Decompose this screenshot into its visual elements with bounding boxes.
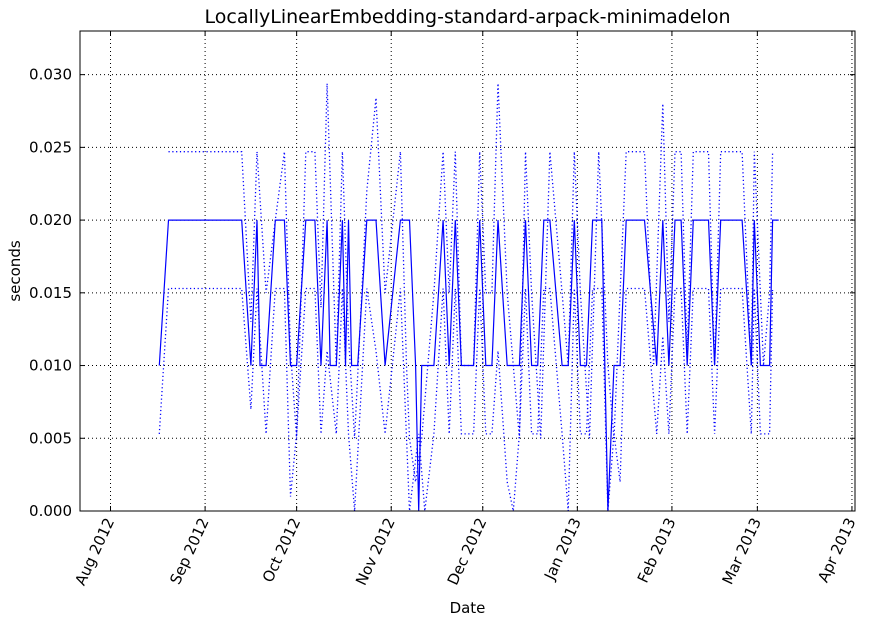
x-tick-label: Apr 2013 xyxy=(814,515,859,585)
x-tick-label: Dec 2012 xyxy=(444,515,491,588)
y-tick-label: 0.030 xyxy=(29,66,72,84)
x-tick-label: Feb 2013 xyxy=(634,515,680,586)
series-line-upper xyxy=(169,83,773,482)
chart-title: LocallyLinearEmbedding-standard-arpack-m… xyxy=(205,6,731,28)
y-tick-label: 0.010 xyxy=(29,357,72,375)
x-tick-label: Aug 2012 xyxy=(71,515,118,588)
y-tick-label: 0.025 xyxy=(29,138,72,156)
plot-frame xyxy=(80,31,855,511)
grid-lines xyxy=(80,31,855,511)
x-tick-label: Nov 2012 xyxy=(352,515,399,588)
x-tick-label: Sep 2012 xyxy=(166,515,212,587)
y-tick-label: 0.020 xyxy=(29,211,72,229)
y-tick-label: 0.000 xyxy=(29,502,72,520)
x-axis-label: Date xyxy=(450,599,486,617)
x-tick-label: Oct 2012 xyxy=(259,515,304,585)
x-tick-label: Jan 2013 xyxy=(540,515,585,583)
y-tick-label: 0.005 xyxy=(29,429,72,447)
x-tick-label: Mar 2013 xyxy=(719,515,765,587)
y-axis-label: seconds xyxy=(6,240,24,301)
y-tick-label: 0.015 xyxy=(29,284,72,302)
tick-layer: 0.000 0.005 0.010 0.015 0.020 0.025 0.030 Aug 2… xyxy=(29,31,860,588)
